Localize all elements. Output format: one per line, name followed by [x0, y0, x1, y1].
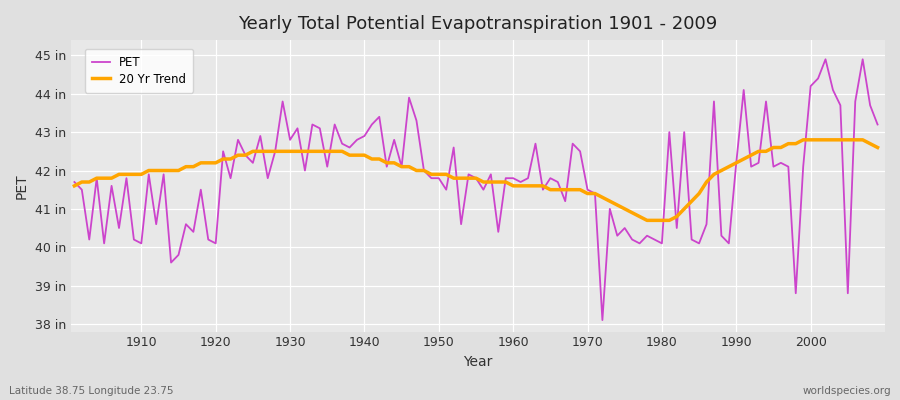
- Text: Latitude 38.75 Longitude 23.75: Latitude 38.75 Longitude 23.75: [9, 386, 174, 396]
- 20 Yr Trend: [500, 180, 511, 184]
- Y-axis label: PET: PET: [15, 173, 29, 199]
- 20 Yr Trend: [129, 172, 140, 177]
- 20 Yr Trend: [872, 145, 883, 150]
- Legend: PET, 20 Yr Trend: PET, 20 Yr Trend: [85, 49, 193, 93]
- Title: Yearly Total Potential Evapotranspiration 1901 - 2009: Yearly Total Potential Evapotranspiratio…: [238, 15, 717, 33]
- 20 Yr Trend: [642, 218, 652, 223]
- Line: 20 Yr Trend: 20 Yr Trend: [75, 140, 878, 220]
- 20 Yr Trend: [797, 138, 808, 142]
- 20 Yr Trend: [508, 184, 518, 188]
- PET: [508, 176, 518, 180]
- PET: [605, 206, 616, 211]
- PET: [500, 176, 511, 180]
- 20 Yr Trend: [337, 149, 347, 154]
- 20 Yr Trend: [69, 184, 80, 188]
- PET: [872, 122, 883, 127]
- PET: [129, 237, 140, 242]
- PET: [292, 126, 303, 131]
- 20 Yr Trend: [597, 195, 608, 200]
- 20 Yr Trend: [292, 149, 303, 154]
- X-axis label: Year: Year: [464, 355, 492, 369]
- PET: [337, 141, 347, 146]
- PET: [69, 180, 80, 184]
- PET: [820, 57, 831, 62]
- Line: PET: PET: [75, 59, 878, 320]
- PET: [597, 318, 608, 322]
- Text: worldspecies.org: worldspecies.org: [803, 386, 891, 396]
